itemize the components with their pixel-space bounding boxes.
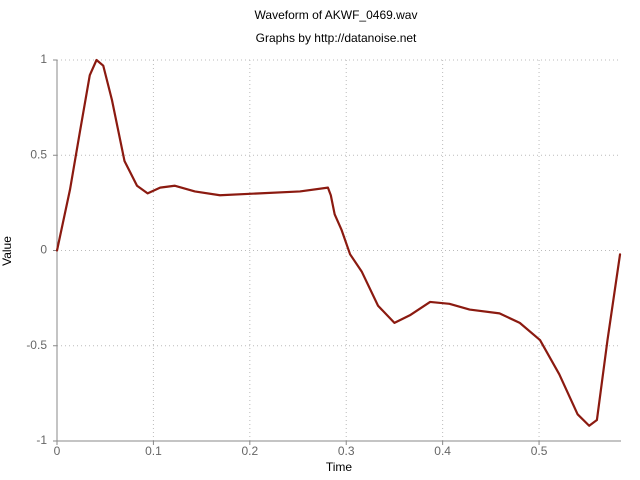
- y-tick-label: -0.5: [26, 338, 47, 352]
- x-tick-label: 0.1: [145, 444, 162, 458]
- chart-subtitle: Graphs by http://datanoise.net: [256, 31, 417, 45]
- x-tick-label: 0: [54, 444, 61, 458]
- waveform-line: [55, 58, 622, 427]
- y-tick-label: -1: [36, 433, 47, 447]
- x-tick-label: 0.5: [531, 444, 548, 458]
- y-axis-label: Value: [0, 236, 14, 266]
- x-tick-label: 0.2: [241, 444, 258, 458]
- x-tick-label: 0.3: [338, 444, 355, 458]
- y-tick-label: 0.5: [30, 147, 47, 161]
- x-tick-label: 0.4: [434, 444, 451, 458]
- chart-title: Waveform of AKWF_0469.wav: [255, 8, 418, 22]
- x-axis-label: Time: [326, 460, 353, 474]
- y-tick-label: 0: [40, 243, 47, 257]
- y-tick-label: 1: [40, 52, 47, 66]
